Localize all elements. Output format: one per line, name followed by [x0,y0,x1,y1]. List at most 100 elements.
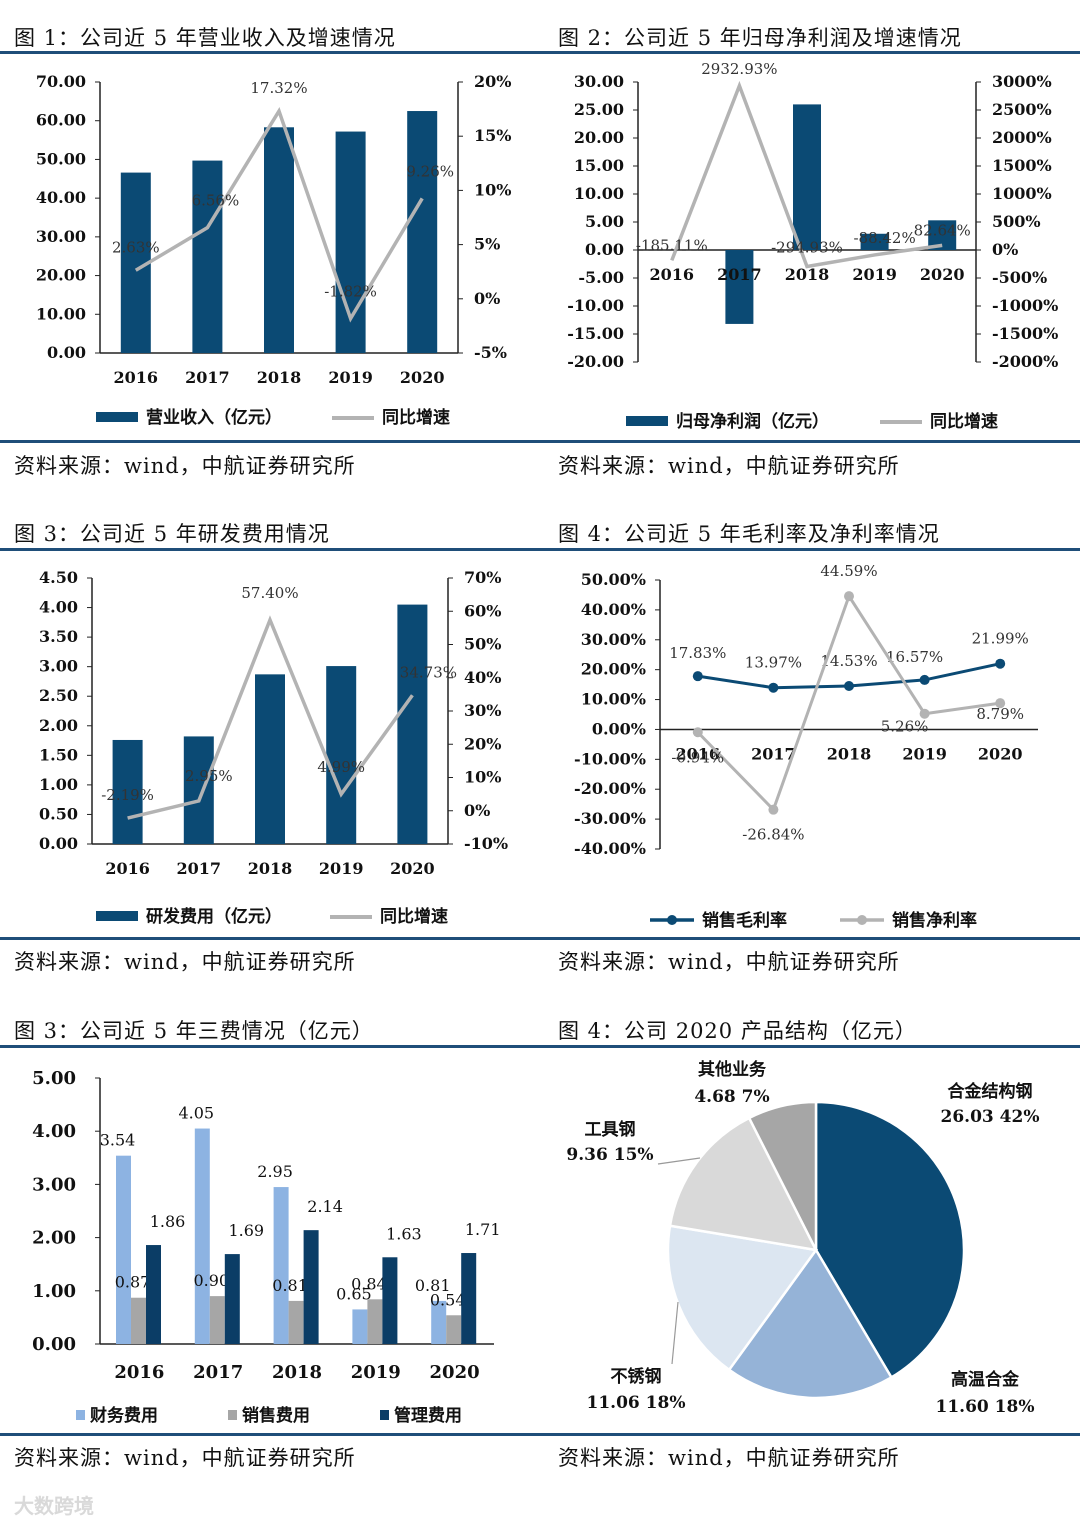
source-note: 资料来源：wind，中航证券研究所 [558,454,900,478]
growth-data-label: 4.99% [317,758,365,776]
y-tick-label: 0.00 [39,834,78,853]
pie-label-value: 4.68 7% [694,1087,769,1107]
source-note: 资料来源：wind，中航证券研究所 [14,454,356,478]
series-marker [844,681,854,692]
y2-tick-label: 2000% [992,128,1052,147]
series-marker [995,698,1006,709]
x-tick-label: 2018 [827,744,872,763]
y2-tick-label: 0% [464,801,490,820]
title-rule [0,1045,1080,1048]
series-data-label: 21.99% [972,630,1029,648]
legend-swatch-bar [626,416,668,426]
y-tick-label: -10.00% [574,749,646,768]
y-tick-label: 20.00% [581,660,646,679]
x-tick-label: 2017 [185,368,230,387]
y2-tick-label: 20% [474,72,511,91]
bar-data-label: 4.05 [178,1104,214,1123]
growth-data-label: 9.26% [406,162,454,180]
pie-label-value: 11.06 18% [587,1393,686,1413]
bar-data-label: 1.69 [228,1221,264,1240]
source-note: 资料来源：wind，中航证券研究所 [14,950,356,974]
series-marker [844,591,854,602]
series-marker [919,674,930,685]
bar-data-label: 0.81 [272,1276,308,1295]
y-tick-label: 50.00% [581,570,646,589]
bar-财务费用-2017 [194,1128,210,1344]
pie-label-value: 11.60 18% [936,1397,1035,1417]
legend-label: 销售净利率 [892,910,977,931]
y-tick-label: -20.00% [574,779,646,798]
pie-label-name: 合金结构钢 [948,1081,1033,1102]
bar-2017 [183,736,214,844]
chart-rd-expense: 4.50 4.00 3.50 3.00 2.50 2.00 1.50 1.00 0.50 0.00… [39,568,508,927]
figure-title: 图 1：公司近 5 年营业收入及增速情况 [14,26,396,50]
x-tick-label: 2016 [650,265,695,284]
y-tick-label: 40.00% [581,600,646,619]
y-tick-label: 20.00 [574,128,624,147]
y2-tick-label: 20% [464,734,501,753]
y-tick-label: 4.00 [32,1121,76,1142]
bar-2017 [192,160,223,353]
y2-tick-label: 30% [464,701,501,720]
growth-data-label: -2.19% [101,786,154,804]
y-tick-label: 1.00 [39,775,78,794]
pie-label-name: 不锈钢 [611,1366,662,1387]
pie-label-name: 高温合金 [951,1369,1020,1390]
y-tick-label: 10.00% [581,690,646,709]
y-tick-label: 3.00 [32,1174,76,1195]
growth-data-label: 6.56% [192,192,240,210]
bar-2018 [793,104,821,251]
legend-swatch-bar [96,412,138,422]
y-tick-label: 15.00 [574,156,624,175]
bar-data-label: 1.71 [465,1220,501,1239]
y2-tick-label: -1500% [992,324,1058,343]
x-tick-label: 2020 [978,744,1023,763]
y-tick-label: 0.00 [47,343,86,362]
series-line-销售净利率 [696,592,1001,813]
bar-管理费用-2016 [146,1245,161,1344]
growth-line [670,80,943,269]
chart-three-expenses: 5.00 4.00 3.00 2.00 1.00 0.00 3.54 0.87 1.86 2016… [32,1068,501,1426]
legend-label: 同比增速 [930,411,998,432]
x-tick-label: 2016 [676,744,721,763]
x-tick-label: 2016 [114,368,159,387]
pie-label-value: 9.36 15% [566,1145,653,1165]
series-data-label: 5.26% [881,718,929,736]
legend-swatch-marker [857,915,867,925]
y2-tick-label: 1500% [992,156,1052,175]
figure-title: 图 2：公司近 5 年归母净利润及增速情况 [558,26,962,50]
series-data-label: 44.59% [820,562,877,580]
bar-2016 [112,739,143,844]
growth-data-label: -294.93% [771,239,843,257]
bar-销售费用-2020 [446,1315,462,1344]
y2-tick-label: 15% [474,126,511,145]
chart-net-profit: 30.00 25.00 20.00 15.00 10.00 5.00 0.00 -5.00 -1… [567,60,1058,432]
bar-data-label: 1.63 [386,1224,422,1243]
y-tick-label: -5.00 [578,268,624,287]
chart-revenue: 70.00 60.00 50.00 40.00 30.00 20.00 10.00 0.00 2… [36,72,512,428]
series-data-label: -26.84% [742,826,804,844]
y2-tick-label: 0% [992,240,1018,259]
x-tick-label: 2017 [177,859,222,878]
bar-2017 [725,250,754,324]
x-tick-label: 2020 [390,859,435,878]
y2-tick-label: 0% [474,289,500,308]
source-rule [0,1433,1080,1436]
bar-管理费用-2019 [382,1257,398,1344]
series-marker [919,708,930,719]
y2-tick-label: 10% [464,768,501,787]
y-tick-label: 2.50 [39,686,78,705]
legend-label: 管理费用 [394,1405,462,1426]
bar-data-label: 0.81 [415,1276,451,1295]
bar-销售费用-2016 [131,1297,146,1344]
legend-swatch [380,1410,389,1420]
x-tick-label: 2017 [717,265,762,284]
y-tick-label: 0.00% [592,719,646,738]
source-note: 资料来源：wind，中航证券研究所 [558,1446,900,1470]
x-tick-label: 2020 [430,1362,480,1383]
legend-label: 财务费用 [89,1405,158,1426]
bar-销售费用-2018 [288,1300,304,1344]
bar-财务费用-2016 [116,1155,131,1344]
bar-2019 [326,666,357,844]
y-tick-label: 60.00 [36,111,86,130]
